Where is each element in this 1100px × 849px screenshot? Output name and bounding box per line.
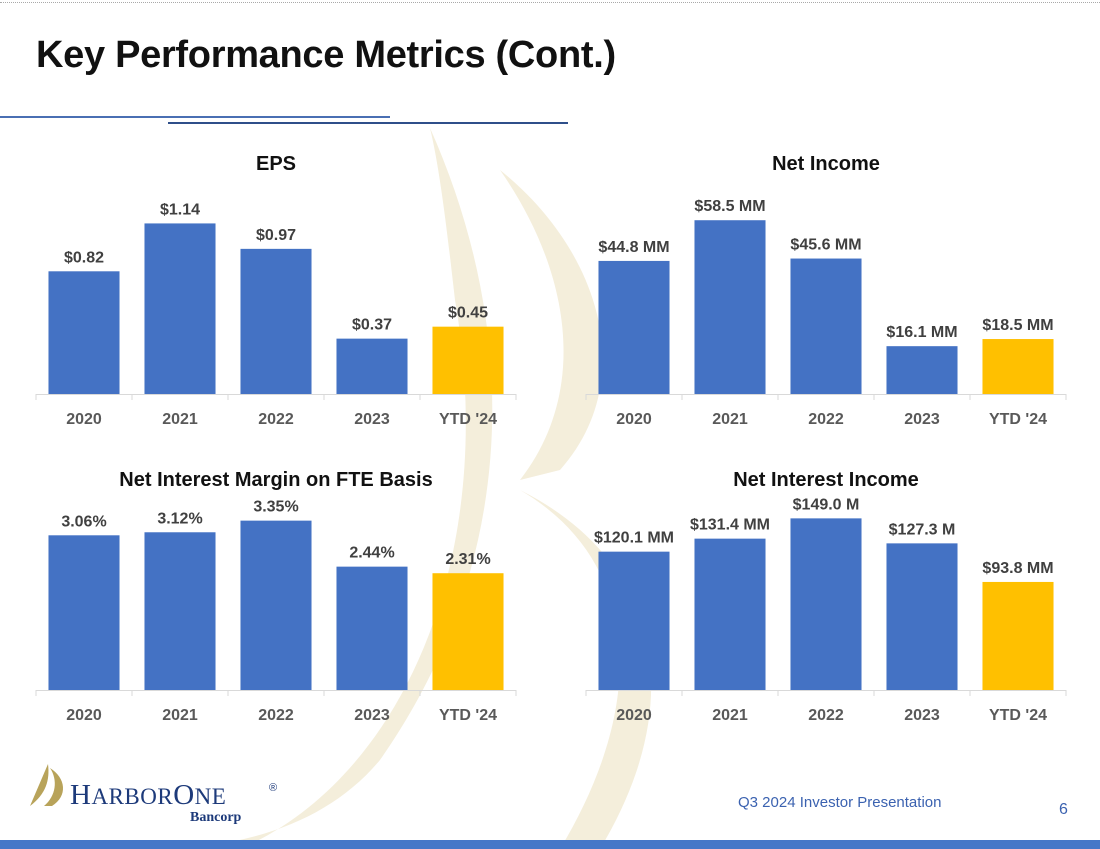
x-tick-label: 2023 bbox=[354, 411, 390, 428]
x-tick-label: 2020 bbox=[66, 411, 102, 428]
bar bbox=[432, 326, 504, 394]
bar bbox=[598, 551, 670, 690]
bar bbox=[790, 258, 862, 394]
x-tick-label: YTD '24 bbox=[439, 411, 497, 428]
registered-mark: ® bbox=[269, 782, 278, 794]
x-tick-label: YTD '24 bbox=[439, 707, 497, 724]
x-tick-label: 2020 bbox=[616, 411, 652, 428]
x-tick-label: YTD '24 bbox=[989, 411, 1047, 428]
footer-text: Q3 2024 Investor Presentation bbox=[738, 794, 942, 811]
chart-title: Net Interest Margin on FTE Basis bbox=[119, 469, 432, 491]
data-label: $0.37 bbox=[352, 317, 392, 334]
bar bbox=[886, 346, 958, 394]
bar bbox=[336, 566, 408, 690]
bottom-accent-bar bbox=[0, 840, 1100, 849]
chart-svg: Net Income $44.8 MM 2020 $58.5 MM 2021 $45.6 … bbox=[585, 153, 1067, 428]
bar bbox=[144, 532, 216, 690]
title-underline-primary bbox=[0, 116, 390, 118]
data-label: $131.4 MM bbox=[690, 517, 770, 534]
bar bbox=[240, 248, 312, 394]
data-label: $58.5 MM bbox=[694, 198, 765, 215]
data-label: $0.45 bbox=[448, 305, 488, 322]
x-tick-label: 2022 bbox=[808, 707, 844, 724]
bar bbox=[48, 271, 120, 394]
data-label: $18.5 MM bbox=[982, 317, 1053, 334]
x-tick-label: 2022 bbox=[808, 411, 844, 428]
x-tick-label: YTD '24 bbox=[989, 707, 1047, 724]
net-income-chart: Net Income $44.8 MM 2020 $58.5 MM 2021 $45.6 … bbox=[585, 146, 1067, 446]
bar bbox=[336, 338, 408, 394]
x-tick-label: 2021 bbox=[162, 707, 198, 724]
net-interest-income-chart: Net Interest Income $120.1 MM 2020 $131.4 M… bbox=[585, 462, 1067, 742]
chart-title: EPS bbox=[256, 153, 296, 175]
bar bbox=[240, 520, 312, 690]
net-interest-margin-chart: Net Interest Margin on FTE Basis 3.06% 202… bbox=[35, 462, 517, 742]
data-label: $127.3 M bbox=[889, 521, 956, 538]
page-number: 6 bbox=[1059, 801, 1068, 818]
data-label: $0.97 bbox=[256, 227, 296, 244]
harborone-sail-logo-icon bbox=[30, 764, 64, 806]
data-label: $120.1 MM bbox=[594, 530, 674, 547]
eps-chart: EPS $0.82 2020 $1.14 2021 $0.97 2022 $0.37 2023 $… bbox=[35, 146, 517, 446]
data-label: 2.44% bbox=[349, 545, 394, 562]
slide-title: Key Performance Metrics (Cont.) bbox=[36, 34, 616, 76]
x-tick-label: 2020 bbox=[66, 707, 102, 724]
x-tick-label: 2022 bbox=[258, 411, 294, 428]
data-label: $93.8 MM bbox=[982, 560, 1053, 577]
logo-subtitle: Bancorp bbox=[190, 810, 242, 825]
bar bbox=[886, 543, 958, 690]
harborone-logo: HARBORONE ® Bancorp bbox=[26, 760, 286, 830]
x-tick-label: 2020 bbox=[616, 707, 652, 724]
x-tick-label: 2021 bbox=[162, 411, 198, 428]
x-tick-label: 2023 bbox=[354, 707, 390, 724]
bar bbox=[48, 535, 120, 690]
chart-svg: Net Interest Income $120.1 MM 2020 $131.4 M… bbox=[585, 469, 1067, 724]
x-tick-label: 2023 bbox=[904, 411, 940, 428]
chart-title: Net Income bbox=[772, 153, 880, 175]
data-label: 3.35% bbox=[253, 499, 298, 516]
x-tick-label: 2021 bbox=[712, 707, 748, 724]
bar bbox=[432, 573, 504, 690]
bar bbox=[598, 260, 670, 394]
data-label: 2.31% bbox=[445, 551, 490, 568]
bar bbox=[144, 223, 216, 394]
data-label: 3.06% bbox=[61, 513, 106, 530]
top-dotted-border bbox=[0, 2, 1100, 3]
bar bbox=[694, 538, 766, 690]
x-tick-label: 2023 bbox=[904, 707, 940, 724]
chart-title: Net Interest Income bbox=[733, 469, 919, 491]
data-label: $149.0 M bbox=[793, 496, 860, 513]
x-tick-label: 2022 bbox=[258, 707, 294, 724]
bar bbox=[790, 518, 862, 690]
data-label: $45.6 MM bbox=[790, 237, 861, 254]
data-label: $44.8 MM bbox=[598, 239, 669, 256]
bar bbox=[982, 339, 1054, 394]
bar bbox=[982, 581, 1054, 690]
logo-wordmark: HARBORONE bbox=[70, 779, 227, 811]
chart-svg: EPS $0.82 2020 $1.14 2021 $0.97 2022 $0.37 2023 $… bbox=[35, 153, 517, 428]
data-label: $0.82 bbox=[64, 249, 104, 266]
data-label: $16.1 MM bbox=[886, 324, 957, 341]
x-tick-label: 2021 bbox=[712, 411, 748, 428]
bar bbox=[694, 220, 766, 394]
data-label: $1.14 bbox=[160, 201, 200, 218]
data-label: 3.12% bbox=[157, 510, 202, 527]
chart-svg: Net Interest Margin on FTE Basis 3.06% 202… bbox=[35, 469, 517, 724]
title-underline-secondary bbox=[168, 122, 568, 124]
